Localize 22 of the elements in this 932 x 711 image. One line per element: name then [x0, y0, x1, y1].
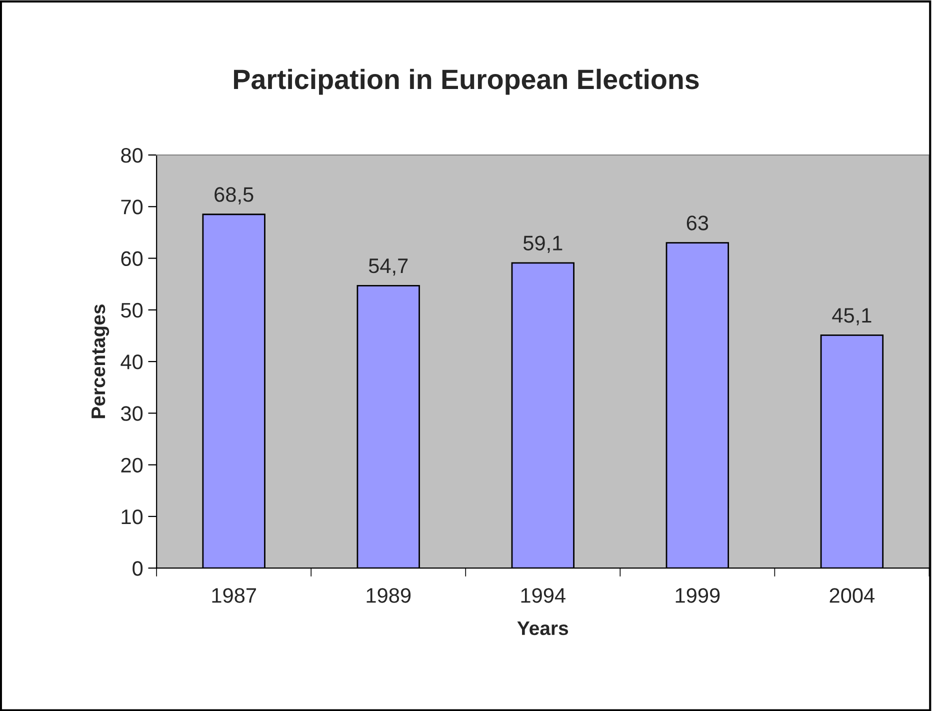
data-label: 68,5	[214, 187, 254, 204]
data-label: 59,1	[523, 236, 562, 253]
data-label: 63	[686, 216, 708, 230]
x-tick-label: 1987	[212, 588, 256, 603]
y-axis-title: Percentages	[92, 304, 110, 418]
y-tick-label: 0	[132, 561, 143, 576]
y-tick-label: 20	[121, 458, 143, 473]
x-tick-label: 1989	[366, 588, 411, 603]
y-tick-label: 50	[121, 302, 143, 318]
chart-title: Participation in European Elections	[234, 68, 699, 95]
data-label: 54,7	[368, 258, 408, 276]
data-label: 45,1	[832, 308, 872, 326]
x-tick-label: 1994	[521, 588, 566, 603]
y-tick-label: 40	[120, 354, 143, 370]
x-tick-label: 2004	[830, 588, 875, 603]
x-tick-label: 1999	[676, 588, 720, 603]
y-tick-label: 70	[121, 200, 143, 214]
y-tick-label: 60	[121, 251, 143, 266]
y-tick-label: 30	[121, 406, 143, 421]
y-tick-label: 10	[122, 509, 143, 524]
x-axis-title: Years	[517, 622, 568, 636]
y-tick-label: 80	[121, 148, 143, 163]
